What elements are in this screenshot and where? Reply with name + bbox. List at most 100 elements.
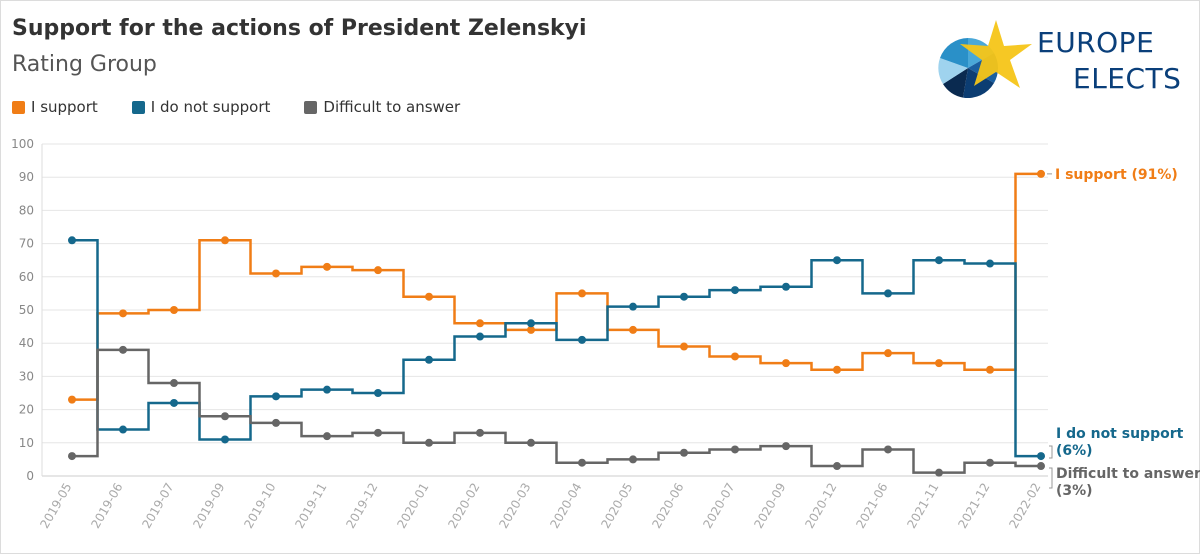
data-point[interactable] [425, 292, 433, 301]
data-point[interactable] [629, 302, 637, 311]
y-tick-label: 100 [11, 137, 34, 151]
data-point[interactable] [782, 442, 790, 451]
data-point[interactable] [833, 256, 841, 265]
end-label-support: I support (91%) [1055, 167, 1178, 183]
legend-swatch-not-support [131, 100, 145, 114]
series-lines [68, 169, 1045, 477]
data-point[interactable] [782, 282, 790, 291]
data-point[interactable] [374, 389, 382, 397]
x-tick-label: 2019-12 [343, 481, 380, 531]
data-point[interactable] [833, 365, 841, 374]
data-point[interactable] [68, 452, 76, 461]
data-point[interactable] [1037, 169, 1045, 178]
data-point[interactable] [221, 236, 229, 245]
data-point[interactable] [731, 352, 739, 361]
x-tick-label: 2021-12 [955, 481, 992, 531]
x-tick-label: 2020-07 [700, 481, 737, 531]
data-point[interactable] [425, 438, 433, 447]
data-point[interactable] [578, 335, 586, 344]
data-point[interactable] [527, 438, 535, 447]
y-tick-label: 10 [19, 436, 34, 450]
legend-item-not-support[interactable]: I do not support [131, 98, 270, 116]
x-tick-label: 2020-03 [496, 481, 533, 531]
data-point[interactable] [680, 448, 688, 457]
data-point[interactable] [170, 398, 178, 407]
legend-swatch-difficult [304, 100, 318, 114]
data-point[interactable] [68, 395, 76, 404]
x-tick-label: 2020-02 [445, 481, 482, 531]
x-tick-label: 2019-07 [139, 481, 176, 531]
data-point[interactable] [986, 259, 994, 268]
data-point[interactable] [323, 262, 331, 271]
data-point[interactable] [221, 435, 229, 444]
end-label-connector [1049, 445, 1053, 459]
data-point[interactable] [119, 425, 127, 434]
y-tick-label: 90 [19, 170, 34, 184]
x-tick-label: 2019-05 [37, 481, 74, 531]
x-tick-label: 2020-12 [802, 481, 839, 531]
data-point[interactable] [476, 332, 484, 341]
data-point[interactable] [578, 458, 586, 467]
data-point[interactable] [629, 455, 637, 464]
series-line [72, 348, 1041, 474]
chart-subtitle: Rating Group [12, 52, 157, 77]
data-point[interactable] [935, 359, 943, 368]
data-point[interactable] [884, 289, 892, 298]
data-point[interactable] [884, 445, 892, 454]
x-tick-label: 2021-11 [904, 481, 941, 531]
data-point[interactable] [476, 428, 484, 437]
data-point[interactable] [476, 319, 484, 328]
y-tick-label: 20 [19, 403, 34, 417]
x-tick-label: 2019-11 [292, 481, 329, 531]
data-point[interactable] [170, 306, 178, 314]
data-point[interactable] [782, 359, 790, 368]
data-point[interactable] [527, 325, 535, 334]
data-point[interactable] [527, 319, 535, 328]
data-point[interactable] [425, 355, 433, 364]
legend-label-difficult: Difficult to answer [323, 98, 461, 116]
y-tick-label: 50 [19, 303, 34, 317]
data-point[interactable] [986, 365, 994, 374]
data-point[interactable] [629, 325, 637, 334]
data-point[interactable] [680, 292, 688, 301]
data-point[interactable] [374, 428, 382, 437]
x-tick-label: 2021-06 [853, 481, 890, 531]
x-tick-label: 2019-09 [190, 481, 227, 531]
x-tick-label: 2022-02 [1006, 481, 1043, 531]
data-point[interactable] [119, 309, 127, 318]
y-tick-label: 40 [19, 336, 34, 350]
x-tick-label: 2020-05 [598, 481, 635, 531]
data-point[interactable] [323, 385, 331, 394]
end-label-not-support-value: (6%) [1056, 443, 1093, 459]
y-tick-label: 80 [19, 203, 34, 217]
legend-swatch-support [12, 100, 25, 114]
data-point[interactable] [986, 458, 994, 467]
data-point[interactable] [578, 289, 586, 298]
data-point[interactable] [833, 462, 841, 471]
data-point[interactable] [884, 349, 892, 358]
data-point[interactable] [119, 345, 127, 354]
data-point[interactable] [323, 432, 331, 441]
data-point[interactable] [272, 392, 280, 401]
data-point[interactable] [221, 412, 229, 421]
data-point[interactable] [935, 256, 943, 265]
data-point[interactable] [1037, 452, 1045, 461]
data-point[interactable] [935, 468, 943, 477]
data-point[interactable] [731, 286, 739, 295]
legend-item-support[interactable]: I support [12, 98, 98, 116]
data-point[interactable] [68, 236, 76, 245]
data-point[interactable] [272, 418, 280, 427]
end-label-not-support: I do not support [1056, 426, 1184, 442]
legend-item-difficult[interactable]: Difficult to answer [304, 98, 460, 116]
data-point[interactable] [374, 266, 382, 275]
y-tick-label: 60 [19, 270, 34, 284]
data-point[interactable] [170, 379, 178, 388]
x-tick-label: 2020-06 [649, 481, 686, 531]
data-point[interactable] [731, 445, 739, 454]
legend: I support I do not support Difficult to … [12, 98, 494, 116]
data-point[interactable] [680, 342, 688, 351]
x-tick-label: 2019-10 [241, 481, 278, 531]
data-point[interactable] [1037, 462, 1045, 471]
data-point[interactable] [272, 269, 280, 278]
series-line [72, 239, 1041, 458]
